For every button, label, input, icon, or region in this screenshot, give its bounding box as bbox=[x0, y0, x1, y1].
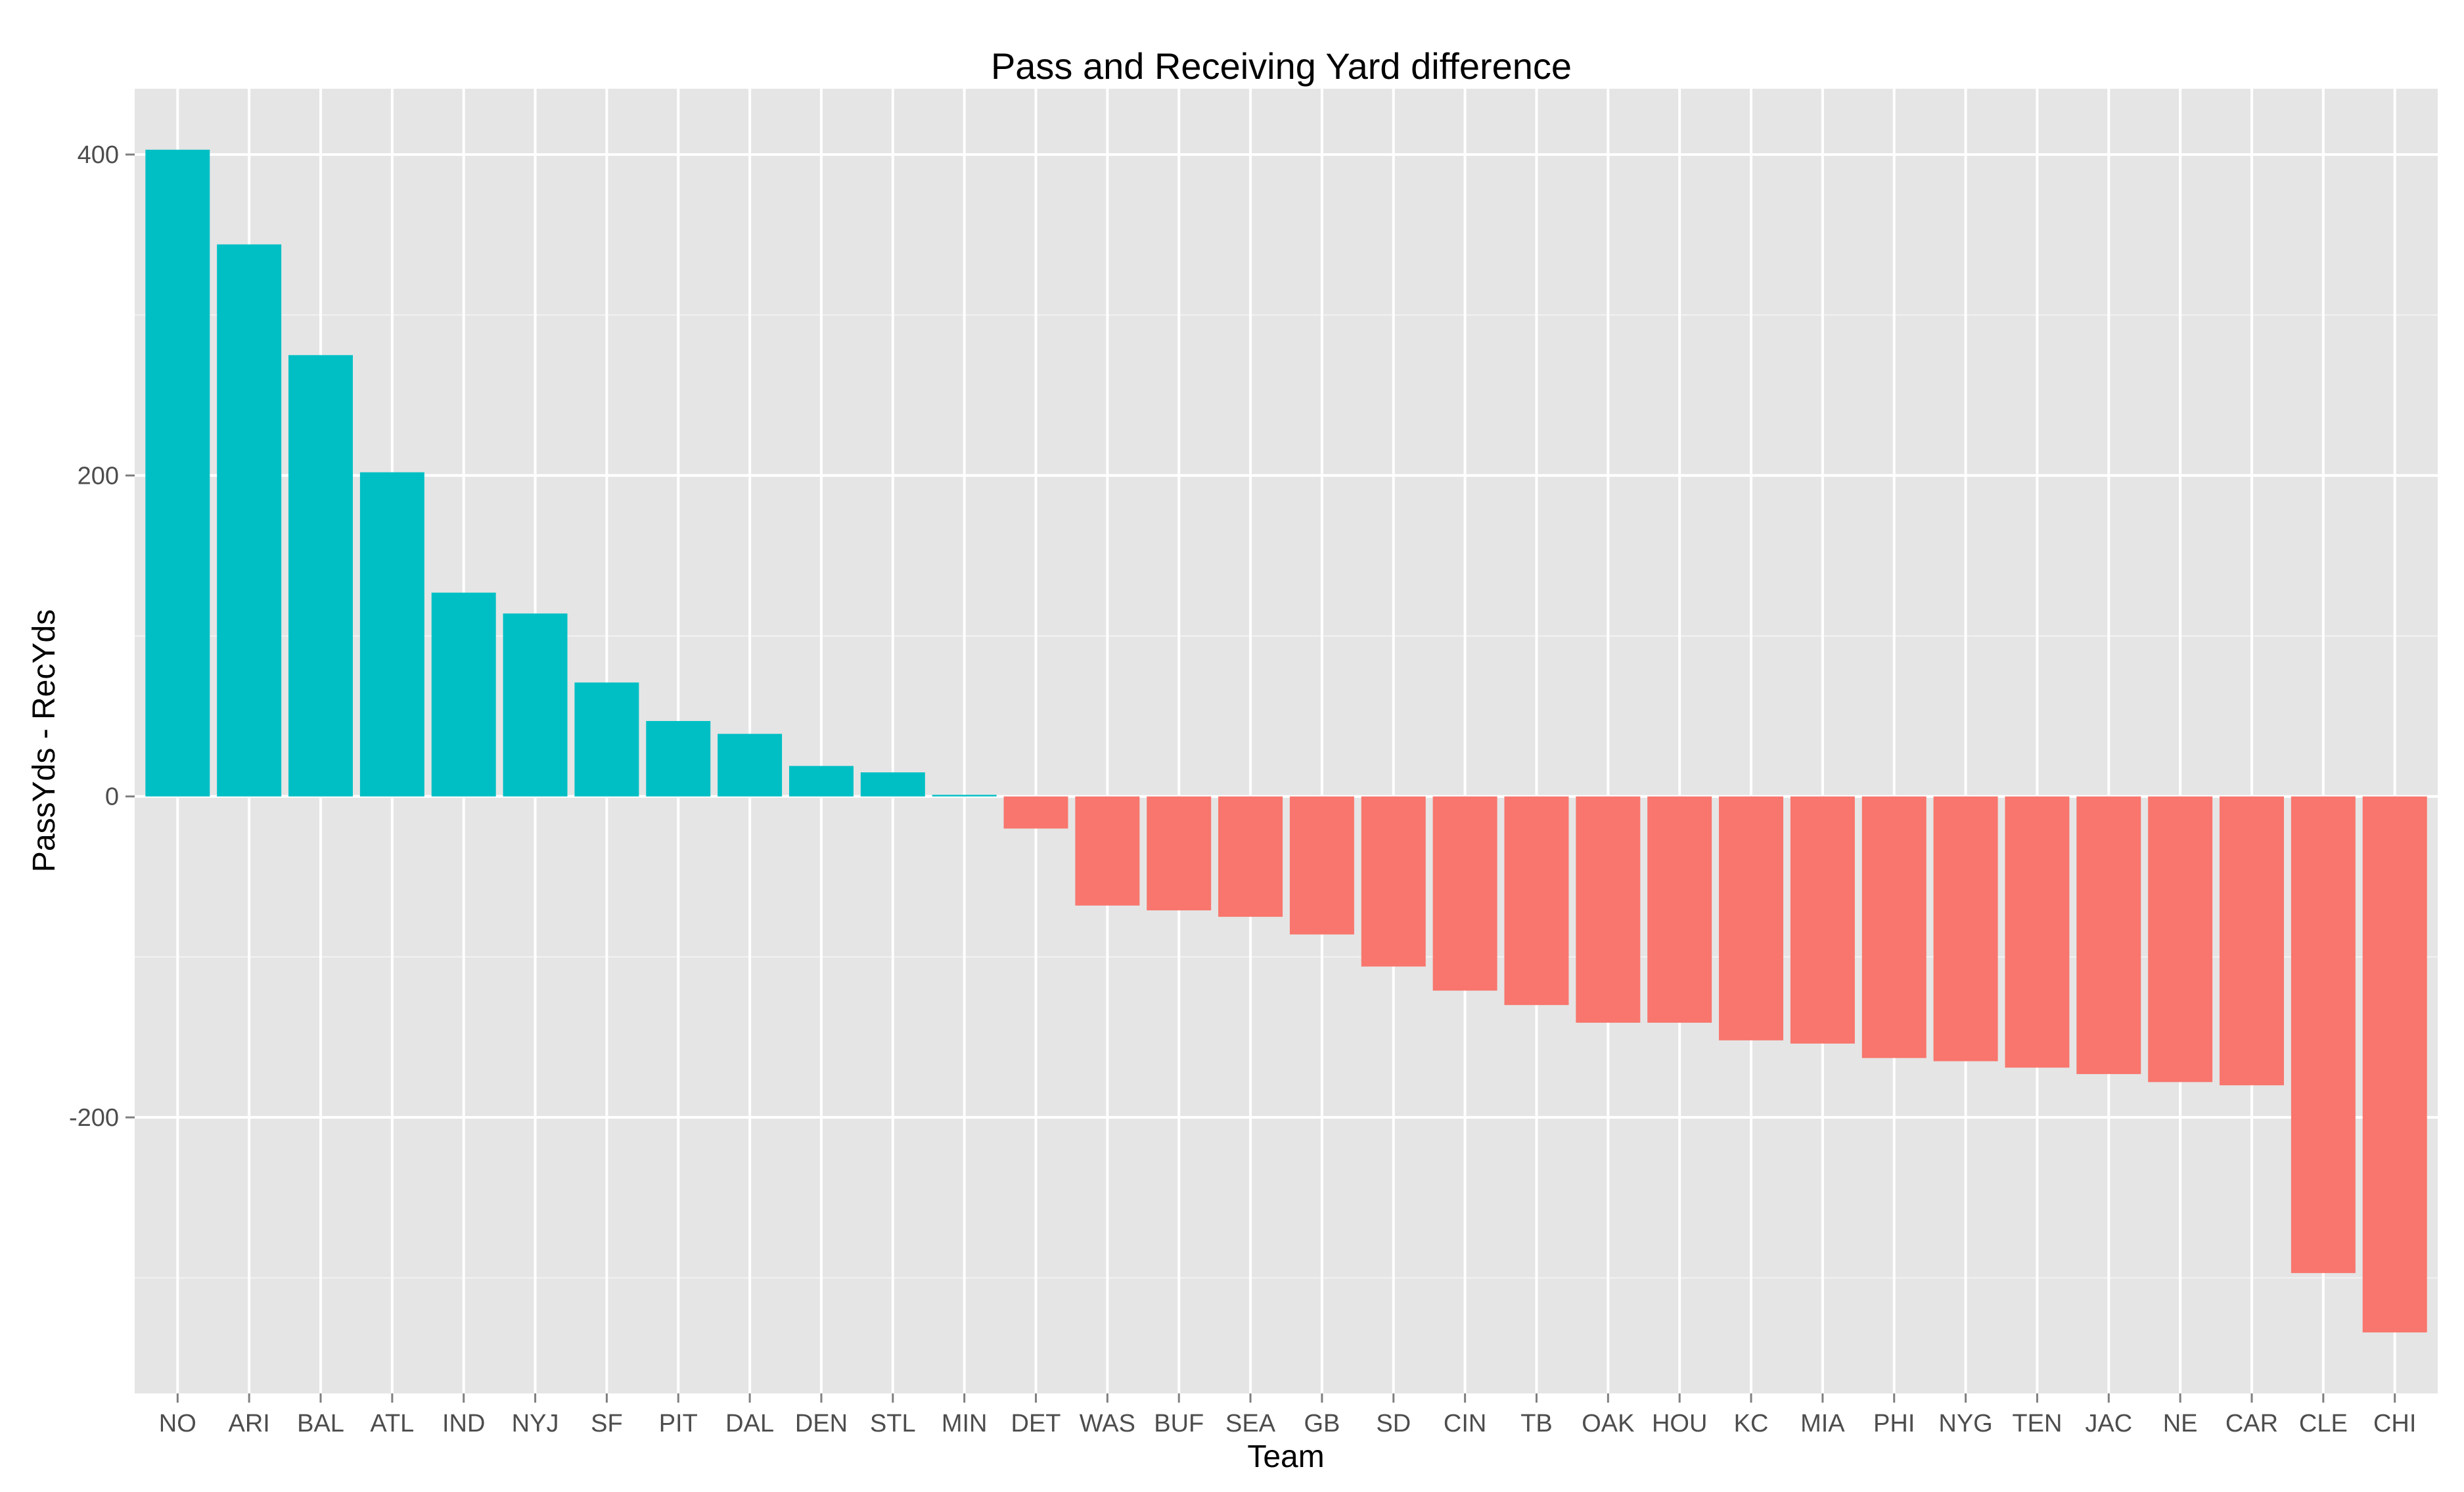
x-tick-label-bal: BAL bbox=[297, 1410, 344, 1437]
x-axis-title: Team bbox=[1247, 1439, 1324, 1474]
x-tick-label-tb: TB bbox=[1520, 1410, 1553, 1437]
x-tick-label-dal: DAL bbox=[725, 1410, 774, 1437]
bar-dal bbox=[718, 734, 783, 797]
x-tick-label-hou: HOU bbox=[1652, 1410, 1707, 1437]
bar-cin bbox=[1432, 796, 1497, 991]
x-tick-label-cle: CLE bbox=[2299, 1410, 2348, 1437]
y-axis-title: PassYds - RecYds bbox=[27, 609, 62, 872]
chart-title: Pass and Receiving Yard difference bbox=[991, 45, 1572, 87]
bar-was bbox=[1075, 796, 1140, 906]
x-tick-label-sd: SD bbox=[1376, 1410, 1411, 1437]
bar-no bbox=[145, 149, 210, 797]
x-tick-label-car: CAR bbox=[2225, 1410, 2278, 1437]
bar-chi bbox=[2362, 796, 2427, 1333]
x-tick-label-ten: TEN bbox=[2012, 1410, 2062, 1437]
x-tick-label-ind: IND bbox=[442, 1410, 485, 1437]
bar-mia bbox=[1790, 796, 1855, 1044]
x-tick-label-nyj: NYJ bbox=[512, 1410, 559, 1437]
bar-ten bbox=[2005, 796, 2070, 1068]
bar-ind bbox=[431, 592, 496, 797]
bar-kc bbox=[1719, 796, 1784, 1040]
bar-sd bbox=[1361, 796, 1426, 967]
bar-nyj bbox=[503, 613, 568, 797]
bars bbox=[145, 149, 2427, 1333]
bar-tb bbox=[1504, 796, 1569, 1006]
x-tick-label-mia: MIA bbox=[1800, 1410, 1845, 1437]
bar-phi bbox=[1861, 796, 1927, 1058]
x-tick-label-kc: KC bbox=[1734, 1410, 1769, 1437]
x-tick-label-den: DEN bbox=[795, 1410, 848, 1437]
bar-ne bbox=[2148, 796, 2213, 1083]
x-tick-label-stl: STL bbox=[870, 1410, 916, 1437]
x-tick-label-gb: GB bbox=[1304, 1410, 1340, 1437]
y-tick-label: -200 bbox=[69, 1104, 119, 1132]
x-tick-label-chi: CHI bbox=[2373, 1410, 2416, 1437]
bar-hou bbox=[1647, 796, 1712, 1023]
bar-buf bbox=[1147, 796, 1212, 911]
bar-det bbox=[1003, 796, 1068, 829]
bar-car bbox=[2220, 796, 2284, 1086]
y-tick-label: 400 bbox=[78, 141, 119, 169]
bar-oak bbox=[1576, 796, 1641, 1023]
bar-ari bbox=[217, 244, 282, 797]
x-tick-label-min: MIN bbox=[942, 1410, 988, 1437]
bar-min bbox=[932, 795, 997, 797]
x-tick-label-nyg: NYG bbox=[1938, 1410, 1992, 1437]
bar-sf bbox=[574, 682, 639, 797]
x-tick-label-oak: OAK bbox=[1582, 1410, 1634, 1437]
x-tick-label-sf: SF bbox=[591, 1410, 623, 1437]
bar-stl bbox=[860, 772, 925, 797]
x-tick-label-phi: PHI bbox=[1873, 1410, 1915, 1437]
x-tick-label-pit: PIT bbox=[659, 1410, 698, 1437]
x-tick-label-atl: ATL bbox=[370, 1410, 414, 1437]
bar-jac bbox=[2076, 796, 2141, 1075]
x-tick-label-det: DET bbox=[1011, 1410, 1061, 1437]
x-tick-label-ari: ARI bbox=[228, 1410, 269, 1437]
y-axis-ticks: -200 0 200 400 bbox=[69, 141, 135, 1132]
y-tick-label: 200 bbox=[78, 462, 119, 490]
bar-cle bbox=[2291, 796, 2356, 1273]
x-tick-label-cin: CIN bbox=[1444, 1410, 1486, 1437]
x-tick-label-jac: JAC bbox=[2085, 1410, 2132, 1437]
bar-den bbox=[788, 766, 854, 797]
x-axis-ticks: NO ARI BAL ATL IND NYJ SF PIT DAL DEN STL MIN DET WAS… bbox=[159, 1393, 2416, 1437]
x-tick-label-buf: BUF bbox=[1154, 1410, 1204, 1437]
bar-pit bbox=[646, 720, 711, 797]
x-tick-label-was: WAS bbox=[1080, 1410, 1135, 1437]
bar-gb bbox=[1289, 796, 1354, 935]
bar-atl bbox=[359, 472, 424, 797]
y-tick-label: 0 bbox=[105, 783, 119, 811]
x-tick-label-no: NO bbox=[159, 1410, 196, 1437]
x-tick-label-sea: SEA bbox=[1225, 1410, 1276, 1437]
bar-sea bbox=[1218, 796, 1283, 917]
bar-nyg bbox=[1933, 796, 1998, 1061]
x-tick-label-ne: NE bbox=[2163, 1410, 2198, 1437]
bar-bal bbox=[288, 355, 353, 797]
